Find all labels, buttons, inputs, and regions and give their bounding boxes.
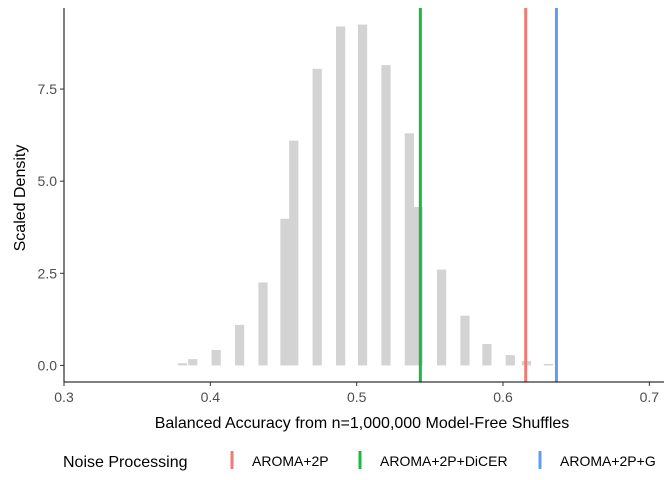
histogram-bars [177,24,553,366]
legend-entries: AROMA+2P AROMA+2P+DiCER AROMA+2P+G [230,451,656,469]
histogram-bar [312,68,322,366]
x-axis-title: Balanced Accuracy from n=1,000,000 Model… [155,415,570,432]
x-tick-label: 0.3 [54,389,74,405]
legend-label: AROMA+2P [252,453,329,469]
x-tick-label: 0.7 [640,389,660,405]
histogram-bar [482,344,492,366]
histogram-bar [404,133,414,366]
y-axis-ticks: 0.0 2.5 5.0 7.5 [38,81,64,373]
legend-title: Noise Processing [63,454,188,471]
histogram-bar [235,324,245,366]
reference-lines [418,8,558,382]
y-tick-label: 2.5 [38,265,58,281]
legend-label: AROMA+2P+G [560,453,656,469]
y-tick-label: 0.0 [38,357,58,373]
legend: Noise Processing AROMA+2P AROMA+2P+DiCER A… [63,451,656,471]
y-tick-label: 7.5 [38,81,58,97]
x-tick-label: 0.5 [347,389,367,405]
histogram-bar [335,26,346,366]
x-tick-label: 0.4 [201,389,221,405]
histogram-bar [357,24,368,366]
histogram-bar [177,363,188,366]
histogram-bar [436,269,447,366]
histogram-bar [460,315,470,366]
histogram-bar [543,363,553,366]
histogram-bar [289,140,299,366]
y-tick-label: 5.0 [38,173,58,189]
y-axis-title: Scaled Density [12,145,29,252]
histogram-bar [505,355,515,366]
legend-label: AROMA+2P+DiCER [380,453,508,469]
histogram-bar [413,206,423,366]
histogram-bar [258,282,268,366]
histogram-bar [381,65,391,366]
x-axis-ticks: 0.3 0.4 0.5 0.6 0.7 [54,382,659,405]
histogram-bar [280,218,290,366]
histogram-bar [188,359,198,366]
x-tick-label: 0.6 [493,389,513,405]
histogram-bar [211,349,221,366]
